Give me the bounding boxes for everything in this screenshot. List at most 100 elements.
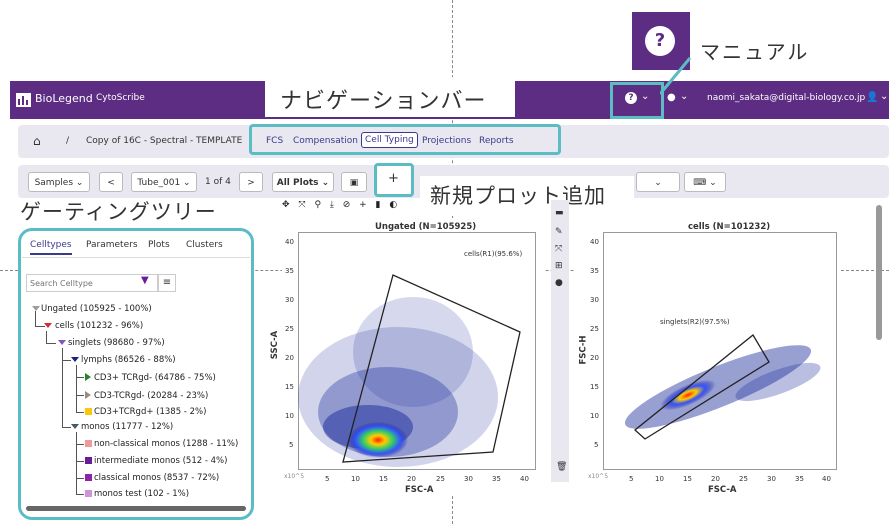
plot-cells: [574, 218, 840, 496]
tab-plots[interactable]: Plots: [148, 240, 170, 250]
cd3neg-tcrgd-neg-marker-icon: [85, 391, 91, 399]
help-menu-icon[interactable]: ?: [625, 92, 637, 104]
tab-celltypes[interactable]: Celltypes: [30, 240, 72, 255]
tree-item-ungated[interactable]: Ungated (105925 - 100%): [41, 304, 152, 314]
tree-item-singlets[interactable]: singlets (98680 - 97%): [68, 338, 165, 348]
quadrant-gate-icon[interactable]: ⊞: [555, 261, 563, 271]
breadcrumb-separator: /: [66, 136, 70, 146]
user-menu-chevron-icon[interactable]: ⌄: [880, 91, 889, 102]
ytick: 15: [285, 383, 294, 391]
xtick: 40: [822, 475, 831, 483]
navbar-annotation: ナビゲーションバー: [280, 89, 487, 114]
tree-item-classical-monos[interactable]: classical monos (8537 - 72%): [94, 473, 220, 483]
xtick: 35: [492, 475, 501, 483]
ytick: 5: [594, 441, 599, 449]
tree-item-non-classical-monos[interactable]: non-classical monos (1288 - 11%): [94, 439, 239, 449]
brand-name[interactable]: BioLegend: [35, 92, 93, 105]
app-name: CytoScribe: [96, 93, 145, 103]
chevron-down-icon-2[interactable]: ⌄: [680, 91, 689, 102]
view-options-dropdown[interactable]: ⌄: [636, 172, 680, 192]
ytick: 20: [285, 354, 294, 362]
ytick: 35: [285, 267, 294, 275]
ytick: 40: [590, 238, 599, 246]
plot-ungated-scale: x10^5: [284, 473, 305, 480]
keyboard-icon[interactable]: ⌨ ⌄: [684, 172, 726, 192]
next-sample-button[interactable]: >: [239, 172, 263, 192]
expand-icon[interactable]: ⤧: [555, 244, 563, 254]
ellipse-gate-icon[interactable]: ●: [555, 278, 563, 288]
ytick: 10: [285, 412, 294, 420]
lymphs-marker-icon: [71, 357, 79, 362]
plot-cells-gate-label: singlets(R2)(97.5%): [660, 318, 730, 326]
plot-ungated-ylabel: SSC-A: [270, 330, 281, 360]
tab-parameters[interactable]: Parameters: [86, 240, 138, 250]
monos-marker-icon: [71, 424, 79, 429]
ytick: 30: [590, 296, 599, 304]
plot-tools-toolbar[interactable]: ✥ ⤧ ⚲ ⤓ ⊘ + ▮ ◐: [282, 200, 401, 210]
filter-icon[interactable]: ▼: [141, 275, 149, 286]
help-menu-highlight: [610, 82, 664, 119]
xtick: 30: [767, 475, 776, 483]
draw-tools-strip: [551, 200, 569, 482]
intermediate-monos-marker-icon: [85, 457, 92, 464]
main-vertical-scrollbar[interactable]: [876, 205, 882, 340]
tree-item-cd3neg-tcrgd-neg[interactable]: CD3-TCRgd- (20284 - 23%): [94, 391, 209, 401]
cd3-tcrgd-pos-marker-icon: [85, 408, 92, 415]
all-plots-dropdown[interactable]: All Plots ⌄: [272, 172, 334, 192]
xtick: 30: [464, 475, 473, 483]
home-icon[interactable]: ⌂: [33, 134, 41, 148]
new-plot-annotation-box: [420, 176, 634, 216]
rectangle-gate-icon[interactable]: ▬: [555, 208, 564, 218]
user-icon[interactable]: 👤: [866, 92, 879, 103]
xtick: 25: [739, 475, 748, 483]
delete-icon[interactable]: 🗑: [556, 462, 568, 472]
chevron-down-icon[interactable]: ⌄: [641, 91, 650, 102]
tree-item-intermediate-monos[interactable]: intermediate monos (512 - 4%): [94, 456, 228, 466]
help-icon[interactable]: ?: [645, 26, 675, 56]
menu-icon[interactable]: ≡: [158, 274, 176, 292]
tree-item-lymphs[interactable]: lymphs (86526 - 88%): [81, 355, 176, 365]
tube-select[interactable]: Tube_001 ⌄: [131, 172, 197, 192]
manual-annotation: マニュアル: [700, 40, 810, 64]
gating-tree-annotation: ゲーティングツリー: [20, 200, 217, 224]
tab-fcs[interactable]: FCS: [266, 136, 284, 146]
tab-compensation[interactable]: Compensation: [293, 136, 358, 146]
tree-horizontal-scrollbar[interactable]: [26, 506, 246, 511]
tab-cell-typing[interactable]: Cell Typing: [361, 132, 418, 148]
ytick: 10: [590, 412, 599, 420]
tree-item-monos[interactable]: monos (11777 - 12%): [81, 422, 174, 432]
samples-dropdown[interactable]: Samples ⌄: [28, 172, 90, 192]
plot-cells-scale: x10^5: [588, 473, 609, 480]
tab-divider: [22, 257, 250, 258]
ytick: 20: [590, 354, 599, 362]
page-indicator: 1 of 4: [205, 177, 231, 187]
plot-cells-scatter: [624, 334, 821, 440]
tab-projections[interactable]: Projections: [422, 136, 472, 146]
tree-item-cd3-tcrgd-pos[interactable]: CD3+TCRgd+ (1385 - 2%): [94, 407, 207, 417]
plot-cells-xlabel: FSC-A: [708, 485, 737, 495]
user-email[interactable]: naomi_sakata@digital-biology.co.jp: [707, 93, 866, 103]
pencil-icon[interactable]: ✎: [555, 227, 563, 237]
celltype-search-input[interactable]: [26, 274, 158, 292]
save-icon[interactable]: ▣: [341, 172, 367, 192]
project-name[interactable]: Copy of 16C - Spectral - TEMPLATE: [86, 136, 243, 146]
navbar-annotation-box: [265, 77, 515, 117]
xtick: 40: [520, 475, 529, 483]
non-classical-monos-marker-icon: [85, 440, 92, 447]
ytick: 25: [590, 325, 599, 333]
previous-sample-button[interactable]: <: [99, 172, 123, 192]
callout-connector: [660, 57, 692, 95]
tab-clusters[interactable]: Clusters: [186, 240, 223, 250]
add-plot-button[interactable]: +: [388, 171, 399, 186]
add-plot-highlight: [374, 163, 414, 197]
plot-ungated: [282, 218, 544, 496]
notification-icon[interactable]: ●: [667, 92, 676, 103]
plot-cells-area[interactable]: [603, 232, 837, 470]
tree-item-monos-test[interactable]: monos test (102 - 1%): [94, 489, 190, 499]
plot-ungated-scatter: [298, 274, 521, 467]
tree-item-cells[interactable]: cells (101232 - 96%): [55, 321, 144, 331]
plot-ungated-area[interactable]: [298, 232, 536, 470]
tab-reports[interactable]: Reports: [479, 136, 514, 146]
tree-item-cd3-tcrgd-neg[interactable]: CD3+ TCRgd- (64786 - 75%): [94, 373, 216, 383]
xtick: 20: [407, 475, 416, 483]
